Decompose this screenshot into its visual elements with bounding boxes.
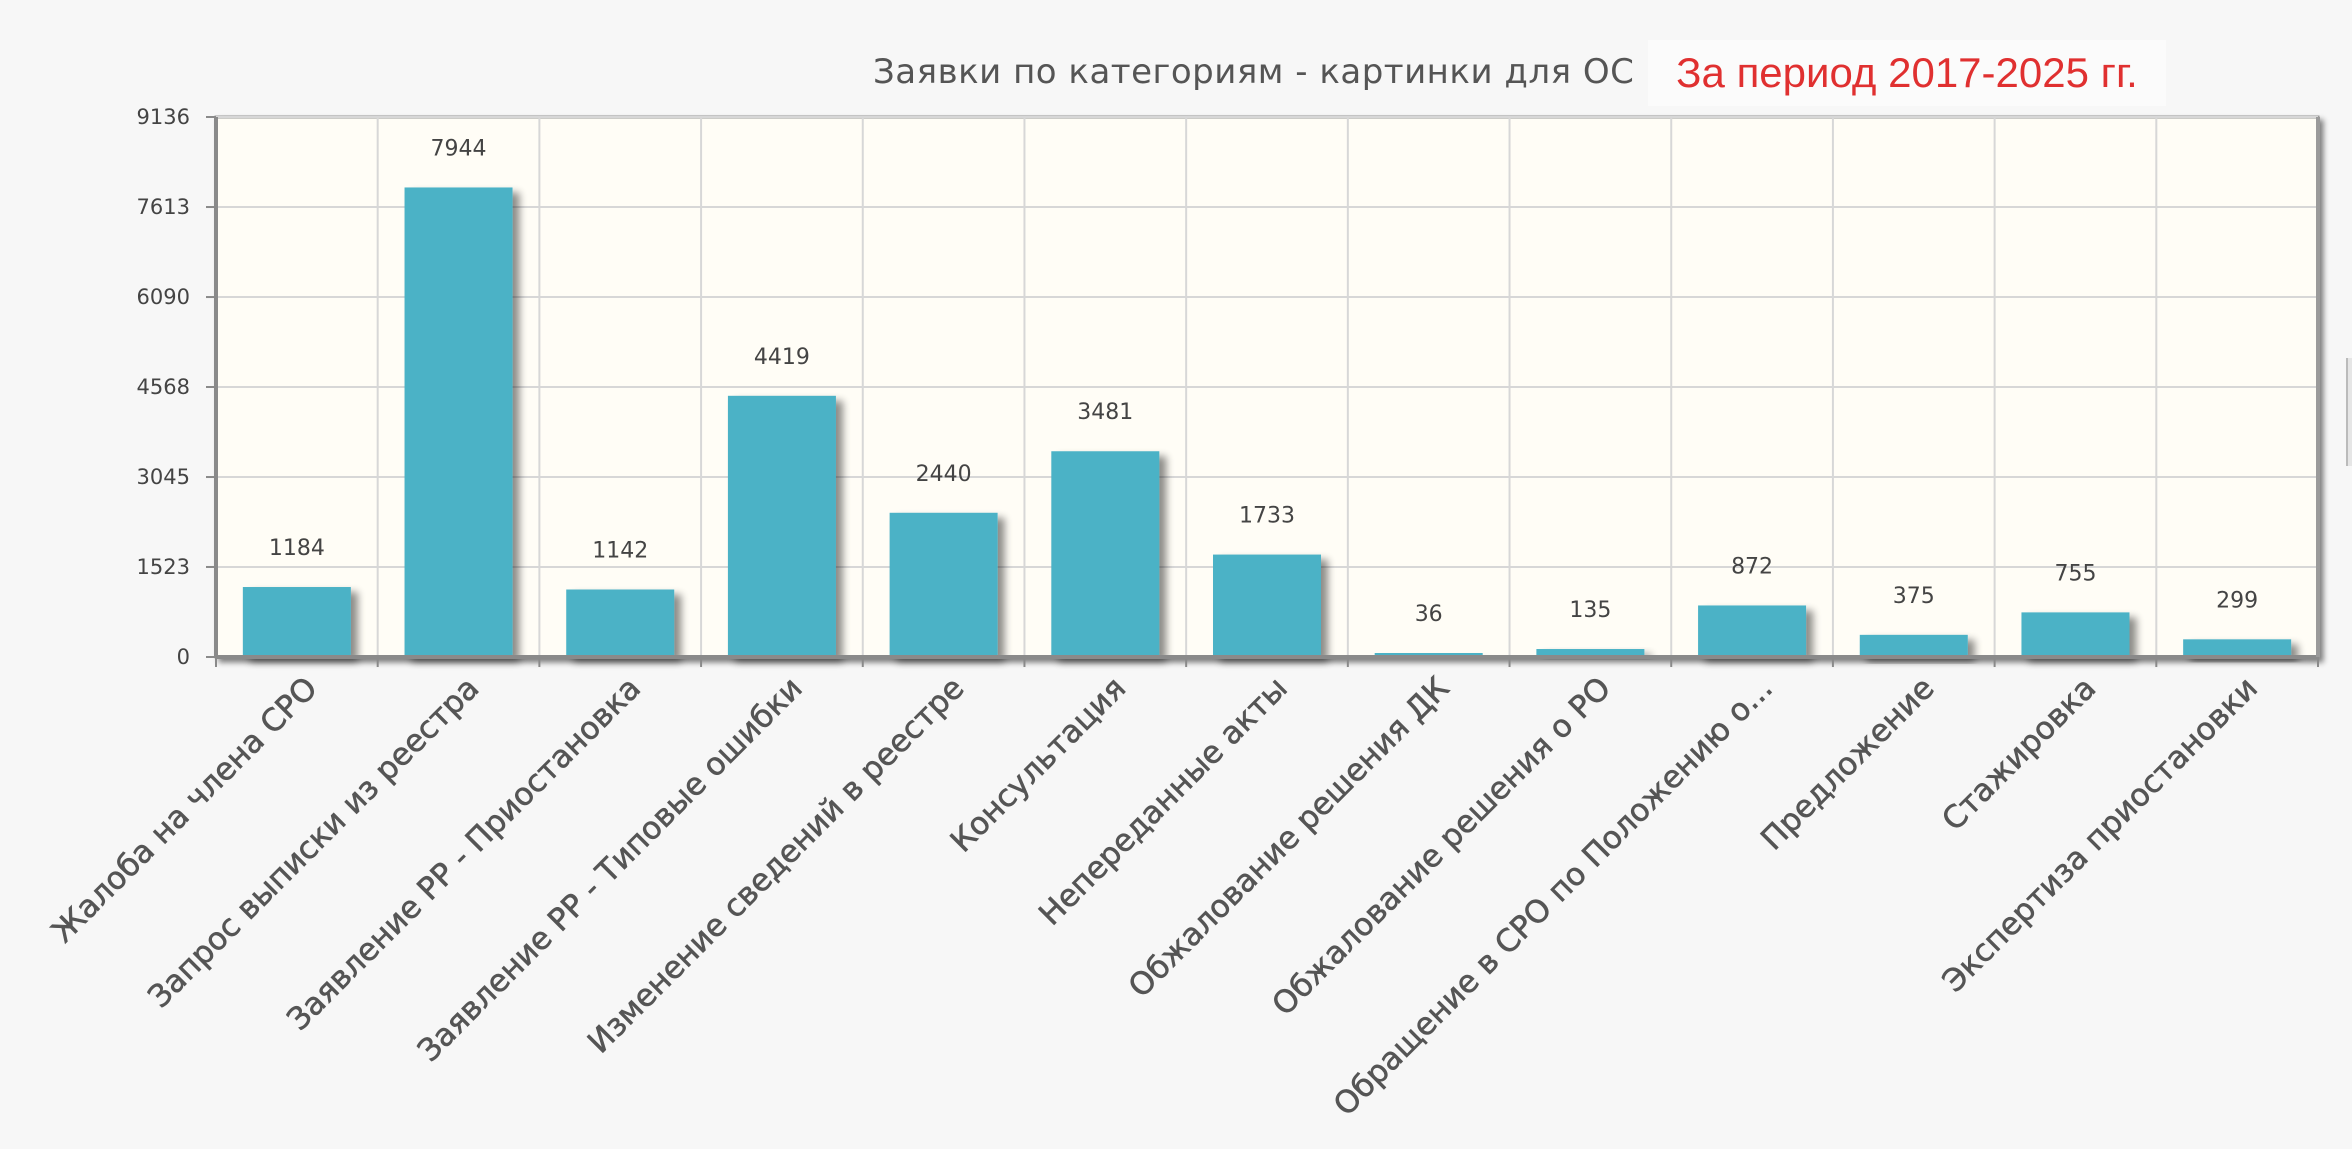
x-category-label: Экспертиза приостановки <box>1936 670 2265 999</box>
y-tick-label: 7613 <box>137 195 190 219</box>
data-label: 1142 <box>592 539 648 564</box>
x-category-label: Обжалование решения о РО <box>1265 670 1618 1023</box>
data-label: 3481 <box>1077 400 1133 425</box>
y-tick-label: 3045 <box>137 465 190 489</box>
data-label: 375 <box>1893 584 1935 609</box>
bar <box>1051 451 1160 657</box>
y-tick-label: 6090 <box>137 285 190 309</box>
x-category-label: Стажировка <box>1935 670 2103 838</box>
data-label: 4419 <box>754 345 810 370</box>
data-label: 1184 <box>269 536 325 561</box>
y-tick-label: 4568 <box>137 375 190 399</box>
scroll-handle[interactable] <box>2346 358 2352 466</box>
data-label: 1733 <box>1239 504 1295 529</box>
x-category-label: Консультация <box>944 670 1133 859</box>
bar <box>727 395 836 657</box>
bar-series <box>242 187 2292 658</box>
bar <box>889 512 998 657</box>
bar <box>1859 634 1968 657</box>
data-label: 36 <box>1415 602 1443 627</box>
x-category-label: Запрос выписки из реестра <box>141 670 486 1015</box>
data-label: 299 <box>2216 588 2258 613</box>
data-label: 755 <box>2054 561 2096 586</box>
y-tick-label: 0 <box>177 645 190 669</box>
period-label: За период 2017-2025 гг. <box>1648 40 2166 106</box>
bar <box>1536 649 1645 657</box>
bar <box>566 589 675 657</box>
x-category-label: Жалоба на члена СРО <box>45 670 325 950</box>
bar <box>404 187 513 658</box>
chart-title: Заявки по категориям - картинки для ОС <box>873 52 1635 92</box>
bar <box>2021 612 2130 657</box>
data-label: 135 <box>1569 598 1611 623</box>
data-label: 872 <box>1731 554 1773 579</box>
data-label: 2440 <box>916 462 972 487</box>
bar <box>1698 605 1807 657</box>
x-category-label: Заявление РР - Приостановка <box>280 670 648 1038</box>
data-label: 7944 <box>431 136 487 161</box>
bar <box>1213 554 1321 657</box>
x-category-label: Предложение <box>1754 670 1941 857</box>
x-category-label: Обжалование решения ДК <box>1122 670 1457 1005</box>
bar <box>242 587 351 657</box>
y-tick-label: 1523 <box>137 555 190 579</box>
axes <box>206 116 2320 667</box>
y-tick-label: 9136 <box>137 105 190 129</box>
bar <box>2183 639 2292 657</box>
